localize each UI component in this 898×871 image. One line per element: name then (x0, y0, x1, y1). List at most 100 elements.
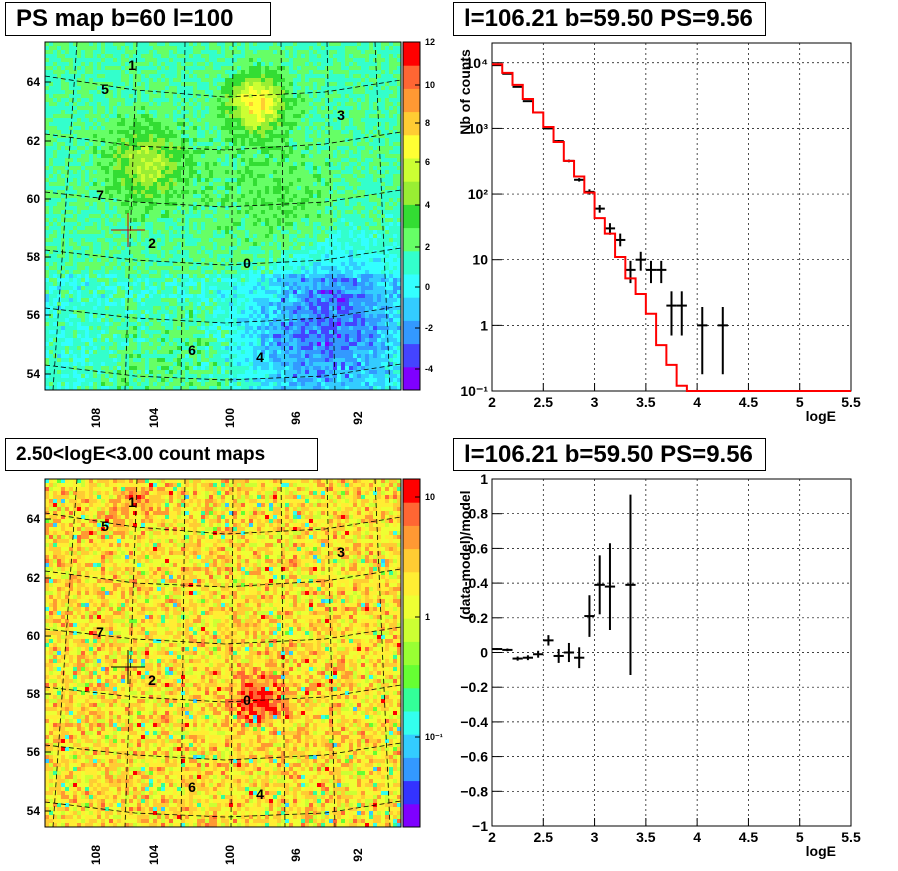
y-tick-−0.2: −0.2 (460, 679, 488, 695)
longitude-line (230, 478, 234, 828)
source-label-2: 2 (148, 672, 156, 688)
colorbar-step (403, 803, 420, 828)
y-tick-0: 0 (480, 645, 488, 661)
y-axis-label: (data-model)/model (457, 490, 473, 619)
colorbar-frame (402, 478, 421, 828)
y-tick-10: 10 (472, 252, 488, 268)
x-tick-2: 2 (488, 829, 496, 845)
x-tick-4: 4 (693, 829, 701, 845)
colorbar-label-4: 4 (425, 200, 430, 210)
count-map-title: 2.50<logE<3.00 count maps (5, 438, 318, 471)
longitude-line (230, 41, 234, 391)
longitude-line (52, 478, 78, 828)
colorbar-step (403, 65, 420, 89)
y-tick-−0.4: −0.4 (460, 714, 488, 730)
latitude-line (44, 742, 402, 761)
lon-tick-108: 108 (89, 845, 103, 865)
longitude-line (180, 41, 186, 391)
source-label-7: 7 (96, 624, 104, 640)
y-axis-label: Nb of counts (457, 49, 473, 135)
colorbar-step (403, 42, 420, 66)
residual-title: l=106.21 b=59.50 PS=9.56 (453, 438, 766, 471)
latitude-line (44, 247, 402, 266)
lon-tick-96: 96 (289, 411, 303, 425)
ps-map-title: PS map b=60 l=100 (5, 2, 271, 36)
colorbar-step (403, 111, 420, 136)
y-tick-−0.6: −0.6 (460, 749, 488, 765)
colorbar-step (403, 250, 420, 275)
x-tick-4.5: 4.5 (739, 394, 759, 410)
colorbar-step (403, 641, 420, 666)
source-label-7: 7 (96, 187, 104, 203)
y-tick-−1: −1 (472, 818, 488, 834)
lon-tick-108: 108 (89, 408, 103, 428)
y-tick-0.4: 0.4 (469, 575, 489, 591)
source-label-1: 1 (128, 494, 136, 510)
source-label-5: 5 (101, 518, 109, 534)
lat-tick-62: 62 (27, 134, 41, 148)
lat-tick-60: 60 (27, 629, 41, 643)
colorbar-step (403, 618, 420, 642)
source-label-0: 0 (243, 255, 251, 271)
x-tick-2.5: 2.5 (534, 829, 554, 845)
source-label-4: 4 (256, 786, 264, 802)
colorbar-label-3: 6 (425, 157, 430, 167)
longitude-line (124, 41, 138, 391)
ps-map-pixels (45, 42, 402, 391)
colorbar-step (403, 571, 420, 596)
colorbar-label-1: 1 (425, 612, 430, 622)
source-label-1: 1 (128, 57, 136, 73)
colorbar-step (403, 525, 420, 550)
y-tick-0.8: 0.8 (469, 506, 489, 522)
longitude-line (124, 478, 138, 828)
colorbar-step (403, 320, 420, 345)
colorbar-step (403, 757, 420, 782)
lon-tick-100: 100 (223, 845, 237, 865)
latitude-line (44, 305, 402, 324)
longitude-line (326, 478, 336, 828)
lat-tick-54: 54 (27, 367, 41, 381)
lon-tick-92: 92 (351, 848, 365, 862)
source-label-0: 0 (243, 692, 251, 708)
longitude-line (52, 41, 78, 391)
plot-frame (491, 478, 852, 827)
longitude-line (280, 478, 286, 828)
colorbar-label-0: 12 (425, 37, 435, 47)
longitude-line (374, 478, 391, 828)
y-tick-100: 10² (468, 186, 489, 202)
lat-tick-58: 58 (27, 687, 41, 701)
source-label-5: 5 (101, 81, 109, 97)
y-tick-0.2: 0.2 (469, 610, 489, 626)
colorbar-step (403, 204, 420, 229)
lat-tick-54: 54 (27, 804, 41, 818)
colorbar-step (403, 780, 420, 805)
lat-tick-56: 56 (27, 745, 41, 759)
colorbar-step (403, 734, 420, 758)
colorbar-step (403, 343, 420, 368)
x-tick-5.5: 5.5 (841, 829, 861, 845)
x-axis-label: logE (806, 843, 836, 859)
count-map-pixels (45, 479, 402, 828)
x-tick-5: 5 (796, 829, 804, 845)
spectrum-title: l=106.21 b=59.50 PS=9.56 (453, 2, 766, 36)
y-tick-−0.8: −0.8 (460, 783, 488, 799)
colorbar-label-7: -2 (425, 323, 433, 333)
colorbar-label-2: 8 (425, 118, 430, 128)
lat-tick-60: 60 (27, 192, 41, 206)
x-tick-3.5: 3.5 (636, 829, 656, 845)
latitude-line (44, 75, 402, 98)
map-frame (44, 478, 402, 828)
latitude-line (44, 189, 402, 208)
source-label-6: 6 (188, 342, 196, 358)
colorbar-step (403, 181, 420, 205)
source-label-4: 4 (256, 349, 264, 365)
model-step-line (492, 63, 851, 392)
latitude-line (44, 568, 402, 588)
y-tick-0.1: 10⁻¹ (460, 383, 488, 399)
y-tick-0.6: 0.6 (469, 540, 489, 556)
colorbar-label-8: -4 (425, 364, 433, 374)
